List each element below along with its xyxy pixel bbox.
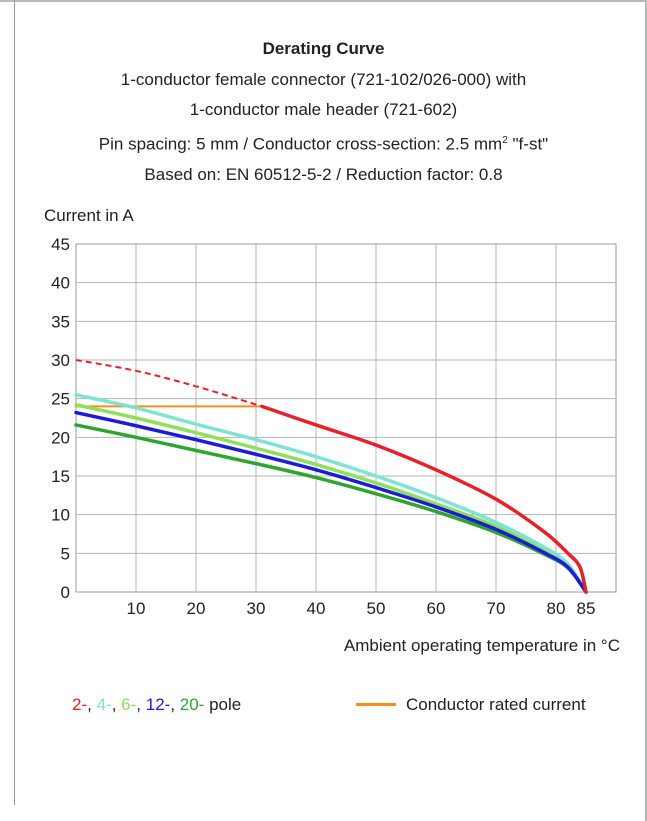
y-tick-label: 10 — [51, 506, 70, 525]
y-tick-label: 20 — [51, 428, 70, 447]
x-tick-label: 80 — [547, 599, 566, 618]
superscript-2: 2 — [502, 134, 508, 146]
subtitle-line-4: Based on: EN 60512-5-2 / Reduction facto… — [144, 164, 503, 184]
legend-pole-part: 6- — [121, 695, 137, 714]
y-tick-label: 35 — [51, 312, 70, 331]
legend-poles: 2-, 4-, 6-, 12-, 20- pole — [72, 695, 241, 715]
legend: 2-, 4-, 6-, 12-, 20- pole Conductor rate… — [0, 695, 647, 725]
x-tick-label: 50 — [367, 599, 386, 618]
legend-pole-part: 4- — [96, 695, 112, 714]
y-tick-label: 5 — [61, 544, 70, 563]
left-border — [14, 0, 15, 805]
legend-pole-part: , — [111, 695, 122, 714]
y-axis-label: Current in A — [44, 206, 134, 225]
y-tick-label: 45 — [51, 235, 70, 254]
legend-pole-part: pole — [204, 695, 242, 714]
y-tick-label: 0 — [61, 583, 70, 602]
y-tick-label: 15 — [51, 467, 70, 486]
series-6-line — [74, 403, 588, 594]
x-tick-label: 85 — [577, 599, 596, 618]
tick-labels: 10 20 30 40 50 60 70 80 85 0 5 10 15 20 25 30 35 40 45 — [51, 235, 595, 618]
y-tick-label: 40 — [51, 274, 70, 293]
derating-chart: 10 20 30 40 50 60 70 80 85 0 5 10 15 20 25 30 35 40 45 — [51, 235, 617, 618]
chart-title: Derating Curve — [262, 39, 385, 58]
legend-pole-part: 2- — [72, 695, 88, 714]
grid — [75, 243, 617, 593]
x-tick-label: 40 — [307, 599, 326, 618]
subtitle-line-1: 1-conductor female connector (721-102/02… — [120, 69, 527, 89]
legend-pole-part: , — [136, 695, 146, 714]
legend-pole-part: , — [170, 695, 180, 714]
subtitle-line-2: 1-conductor male header (721-602) — [189, 100, 458, 119]
plot-frame — [75, 243, 617, 593]
x-tick-label: 70 — [487, 599, 506, 618]
y-tick-label: 25 — [51, 390, 70, 409]
x-tick-label: 10 — [127, 599, 146, 618]
legend-rated-swatch — [356, 703, 396, 707]
x-tick-label: 30 — [247, 599, 266, 618]
legend-pole-part: 12- — [145, 695, 171, 714]
series-12-line — [74, 410, 588, 594]
subtitle-line-3: Pin spacing: 5 mm / Conductor cross-sect… — [0, 126, 647, 160]
legend-pole-part: 20- — [179, 695, 205, 714]
chart-header: Derating Curve 1-conductor female connec… — [0, 34, 647, 190]
series-2-line — [260, 404, 588, 594]
series-lines — [74, 359, 588, 594]
legend-pole-part: , — [87, 695, 97, 714]
y-tick-label: 30 — [51, 351, 70, 370]
subtitle-line-3-text: Pin spacing: 5 mm / Conductor cross-sect… — [98, 134, 503, 154]
legend-rated-current: Conductor rated current — [356, 695, 586, 715]
legend-rated-label: Conductor rated current — [406, 695, 586, 714]
x-tick-label: 60 — [427, 599, 446, 618]
series-2-dashed-line — [75, 359, 263, 408]
x-axis-label: Ambient operating temperature in °C — [343, 636, 620, 655]
subtitle-line-3-suffix: "f-st" — [507, 134, 549, 154]
series-4-line — [74, 393, 588, 594]
x-tick-label: 20 — [187, 599, 206, 618]
